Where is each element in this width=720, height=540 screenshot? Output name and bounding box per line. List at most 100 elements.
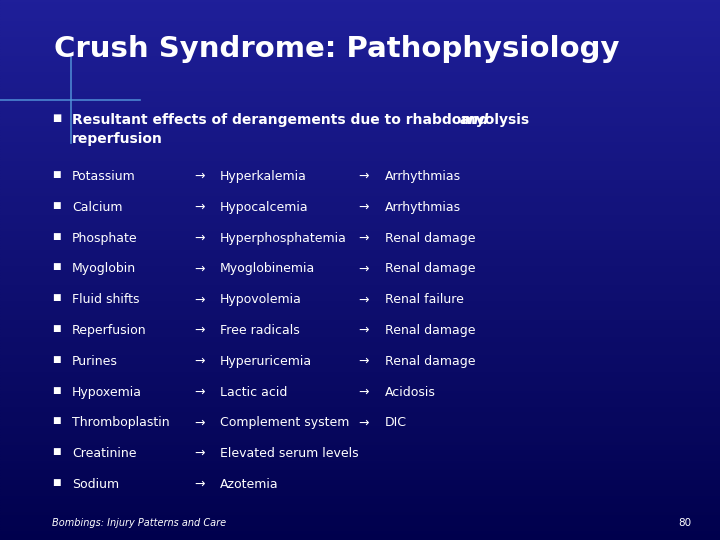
Text: →: →: [359, 293, 369, 306]
Bar: [0, 456, 720, 459]
Bar: [0, 157, 720, 159]
Bar: [0, 43, 720, 46]
Bar: [0, 275, 720, 278]
Bar: [0, 472, 720, 475]
Text: →: →: [194, 478, 205, 491]
Bar: [0, 362, 720, 364]
Bar: [0, 124, 720, 127]
Text: Creatinine: Creatinine: [72, 447, 137, 460]
Bar: [0, 381, 720, 383]
Text: →: →: [194, 232, 205, 245]
Bar: [0, 148, 720, 151]
Text: →: →: [359, 355, 369, 368]
Bar: [0, 40, 720, 43]
Bar: [0, 238, 720, 240]
Bar: [0, 529, 720, 532]
Bar: [0, 59, 720, 62]
Bar: [0, 392, 720, 394]
Bar: [0, 202, 720, 205]
Bar: [0, 81, 720, 84]
Bar: [0, 359, 720, 362]
Bar: [0, 321, 720, 324]
Bar: [0, 267, 720, 270]
Bar: [0, 32, 720, 35]
Bar: [0, 122, 720, 124]
Text: →: →: [194, 386, 205, 399]
Text: →: →: [194, 416, 205, 429]
Text: ■: ■: [52, 386, 60, 395]
Bar: [0, 443, 720, 445]
Bar: [0, 405, 720, 408]
Bar: [0, 483, 720, 486]
Bar: [0, 219, 720, 221]
Bar: [0, 289, 720, 292]
Bar: [0, 22, 720, 24]
Bar: [0, 27, 720, 30]
Bar: [0, 270, 720, 273]
Text: ■: ■: [52, 324, 60, 333]
Bar: [0, 375, 720, 378]
Bar: [0, 143, 720, 146]
Bar: [0, 383, 720, 386]
Bar: [0, 38, 720, 40]
Bar: [0, 189, 720, 192]
Bar: [0, 181, 720, 184]
Bar: [0, 200, 720, 202]
Bar: [0, 340, 720, 343]
Bar: [0, 113, 720, 116]
Bar: [0, 310, 720, 313]
Bar: [0, 11, 720, 14]
Bar: [0, 467, 720, 470]
Bar: [0, 370, 720, 373]
Bar: [0, 402, 720, 405]
Bar: [0, 343, 720, 346]
Text: ■: ■: [52, 201, 60, 210]
Bar: [0, 273, 720, 275]
Bar: [0, 262, 720, 265]
Bar: [0, 230, 720, 232]
Bar: [0, 138, 720, 140]
Text: Potassium: Potassium: [72, 170, 136, 183]
Bar: [0, 73, 720, 76]
Text: Renal damage: Renal damage: [385, 232, 476, 245]
Bar: [0, 213, 720, 216]
Text: ■: ■: [52, 170, 60, 179]
Text: Calcium: Calcium: [72, 201, 122, 214]
Bar: [0, 178, 720, 181]
Bar: [0, 524, 720, 526]
Bar: [0, 364, 720, 367]
Text: Resultant effects of derangements due to rhabdomyolysis: Resultant effects of derangements due to…: [72, 113, 534, 127]
Text: Purines: Purines: [72, 355, 118, 368]
Bar: [0, 367, 720, 370]
Bar: [0, 427, 720, 429]
Bar: [0, 500, 720, 502]
Bar: [0, 14, 720, 16]
Bar: [0, 3, 720, 5]
Bar: [0, 486, 720, 489]
Bar: [0, 346, 720, 348]
Bar: [0, 491, 720, 494]
Bar: [0, 108, 720, 111]
Bar: [0, 413, 720, 416]
Bar: [0, 378, 720, 381]
Text: ■: ■: [52, 447, 60, 456]
Text: →: →: [194, 447, 205, 460]
Bar: [0, 246, 720, 248]
Text: ■: ■: [52, 232, 60, 241]
Bar: [0, 211, 720, 213]
Bar: [0, 165, 720, 167]
Text: →: →: [194, 170, 205, 183]
Bar: [0, 68, 720, 70]
Bar: [0, 54, 720, 57]
Bar: [0, 184, 720, 186]
Bar: [0, 259, 720, 262]
Text: Hyperuricemia: Hyperuricemia: [220, 355, 312, 368]
Bar: [0, 348, 720, 351]
Bar: [0, 284, 720, 286]
Bar: [0, 537, 720, 540]
Text: Myoglobin: Myoglobin: [72, 262, 136, 275]
Text: →: →: [194, 201, 205, 214]
Bar: [0, 518, 720, 521]
Bar: [0, 159, 720, 162]
Bar: [0, 186, 720, 189]
